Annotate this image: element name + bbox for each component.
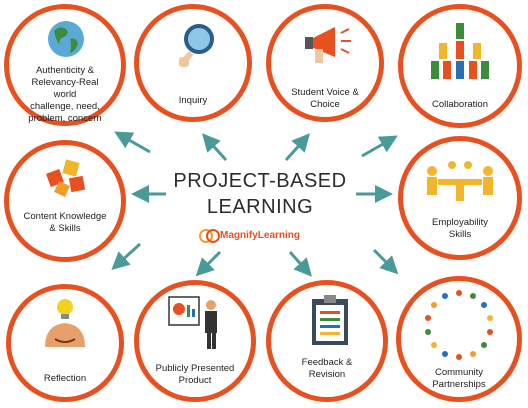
node-label-feedback: Feedback & Revision: [301, 357, 353, 380]
arrow-to-authenticity: [114, 131, 151, 154]
node-publicly-presented: Publicly Presented Product: [134, 280, 256, 402]
brand-rings-icon: [199, 229, 220, 243]
brand-name: MagnifyLearning: [220, 230, 301, 241]
node-label-inquiry: Inquiry: [178, 95, 208, 106]
people-pyramid-icon: [431, 23, 489, 79]
node-label-community: Community Partnerships: [432, 367, 486, 390]
arrow-to-feedback: [288, 251, 312, 277]
node-employability: Employability Skills: [398, 136, 522, 260]
node-label-reflection: Reflection: [43, 373, 87, 384]
clipboard-icon: [312, 295, 348, 345]
brand-logo: MagnifyLearning: [198, 226, 300, 246]
meeting-table-icon: [427, 161, 493, 201]
globe-icon: [48, 21, 84, 57]
people-circle-icon: [425, 290, 493, 360]
node-feedback: Feedback & Revision: [266, 280, 388, 402]
node-label-employability: Employability Skills: [432, 217, 488, 240]
node-label-publicly-presented: Publicly Presented Product: [155, 363, 235, 386]
puzzle-pieces-icon: [46, 159, 86, 197]
arrow-to-inquiry: [201, 133, 228, 162]
arrow-to-reflection: [111, 242, 142, 271]
node-label-student-voice: Student Voice & Choice: [291, 87, 359, 110]
presenter-chart-icon: [168, 296, 217, 349]
node-content-knowledge: Content Knowledge & Skills: [4, 140, 126, 262]
arrow-to-voice: [284, 133, 311, 162]
magnifying-glass-icon: [178, 24, 214, 68]
node-collaboration: Collaboration: [398, 4, 522, 128]
arrow-to-collaboration: [361, 135, 398, 158]
node-student-voice: Student Voice & Choice: [266, 4, 384, 122]
head-lightbulb-icon: [45, 299, 85, 347]
node-authenticity: Authenticity & Relevancy-Real world chal…: [4, 4, 126, 126]
node-inquiry: Inquiry: [134, 4, 252, 122]
node-label-collaboration: Collaboration: [432, 99, 488, 110]
node-label-content-knowledge: Content Knowledge & Skills: [23, 211, 107, 234]
node-label-authenticity: Authenticity & Relevancy-Real world chal…: [28, 65, 102, 124]
node-community: Community Partnerships: [396, 276, 522, 402]
arrow-to-community: [372, 248, 399, 275]
node-reflection: Reflection: [6, 284, 124, 402]
megaphone-icon: [305, 27, 351, 63]
arrow-to-presented: [195, 250, 222, 277]
center-title: PROJECT-BASED LEARNING: [173, 170, 347, 218]
